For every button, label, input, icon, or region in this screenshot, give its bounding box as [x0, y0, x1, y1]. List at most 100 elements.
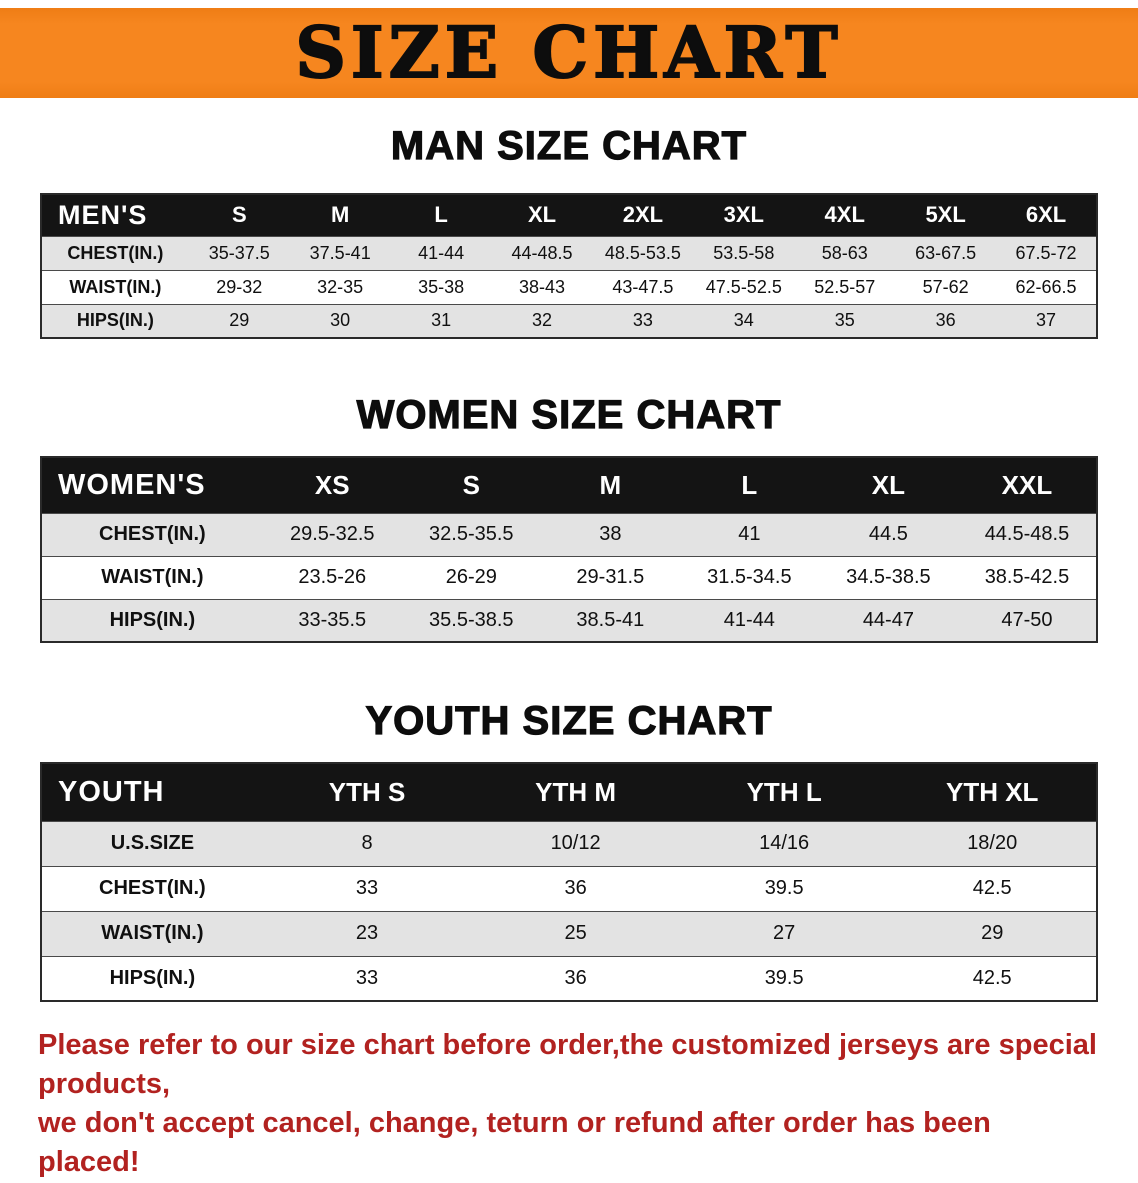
row-label: WAIST(IN.) [41, 910, 263, 956]
size-value-cell: 35-37.5 [188, 235, 290, 270]
table-row: WAIST(IN.) 23.5-26 26-29 29-31.5 31.5-34.5 34… [41, 555, 1097, 599]
size-value-cell: 38.5-42.5 [957, 555, 1097, 599]
size-column-header: L [679, 457, 819, 513]
table-header-row: YOUTH YTH S YTH M YTH L YTH XL [41, 763, 1097, 821]
size-column-header: 4XL [794, 194, 896, 236]
size-value-cell: 37.5-41 [289, 235, 391, 270]
table-row: CHEST(IN.) 35-37.5 37.5-41 41-44 44-48.5 48.5… [41, 235, 1097, 270]
row-label: CHEST(IN.) [41, 865, 263, 911]
size-value-cell: 44.5 [818, 512, 958, 556]
size-value-cell: 33-35.5 [262, 598, 402, 642]
table-group-label: YOUTH [41, 763, 263, 821]
size-value-cell: 36 [471, 865, 680, 911]
size-value-cell: 53.5-58 [693, 235, 795, 270]
size-value-cell: 23.5-26 [262, 555, 402, 599]
size-value-cell: 62-66.5 [996, 269, 1097, 304]
size-column-header: S [188, 194, 290, 236]
size-value-cell: 30 [289, 303, 391, 338]
size-chart-section: MAN SIZE CHART MEN'S S M L XL 2XL 3XL 4XL 5XL 6XL C… [0, 123, 1138, 339]
size-value-cell: 37 [996, 303, 1097, 338]
row-label: CHEST(IN.) [41, 512, 263, 556]
size-column-header: YTH L [679, 763, 889, 821]
row-label: U.S.SIZE [41, 820, 263, 866]
table-row: HIPS(IN.) 33 36 39.5 42.5 [41, 955, 1097, 1001]
size-value-cell: 48.5-53.5 [592, 235, 694, 270]
table-row: WAIST(IN.) 23 25 27 29 [41, 910, 1097, 956]
size-value-cell: 29-31.5 [540, 555, 680, 599]
size-value-cell: 29.5-32.5 [262, 512, 402, 556]
size-value-cell: 39.5 [679, 865, 889, 911]
size-value-cell: 34.5-38.5 [818, 555, 958, 599]
size-chart-section: YOUTH SIZE CHART YOUTH YTH S YTH M YTH L YTH … [0, 698, 1138, 1002]
size-chart-banner: SIZE CHART [0, 8, 1138, 98]
size-table: WOMEN'S XS S M L XL XXL CHEST(IN.) 29.5-32.5 32.5… [40, 456, 1098, 643]
size-value-cell: 32 [491, 303, 593, 338]
size-value-cell: 39.5 [679, 955, 889, 1001]
table-row: HIPS(IN.) 29 30 31 32 33 34 35 36 37 [41, 303, 1097, 338]
table-header-row: WOMEN'S XS S M L XL XXL [41, 457, 1097, 513]
size-value-cell: 47.5-52.5 [693, 269, 795, 304]
size-value-cell: 31.5-34.5 [679, 555, 819, 599]
disclaimer-note: Please refer to our size chart before or… [0, 1026, 1138, 1183]
size-value-cell: 8 [262, 820, 472, 866]
size-value-cell: 41-44 [390, 235, 492, 270]
table-row: HIPS(IN.) 33-35.5 35.5-38.5 38.5-41 41-44 44-… [41, 598, 1097, 642]
row-label: HIPS(IN.) [41, 955, 263, 1001]
size-value-cell: 63-67.5 [895, 235, 997, 270]
size-value-cell: 33 [592, 303, 694, 338]
size-value-cell: 52.5-57 [794, 269, 896, 304]
size-column-header: YTH M [471, 763, 680, 821]
size-table: MEN'S S M L XL 2XL 3XL 4XL 5XL 6XL CHEST(IN.) 35-37… [40, 193, 1098, 339]
size-column-header: M [289, 194, 391, 236]
size-column-header: L [390, 194, 492, 236]
size-column-header: XL [818, 457, 958, 513]
page-title: SIZE CHART [294, 11, 843, 94]
size-column-header: YTH XL [888, 763, 1097, 821]
size-column-header: 3XL [693, 194, 795, 236]
size-value-cell: 36 [471, 955, 680, 1001]
size-value-cell: 47-50 [957, 598, 1097, 642]
size-table: YOUTH YTH S YTH M YTH L YTH XL U.S.SIZE 8 10/12… [40, 762, 1098, 1002]
size-column-header: S [401, 457, 541, 513]
size-value-cell: 44-48.5 [491, 235, 593, 270]
size-value-cell: 58-63 [794, 235, 896, 270]
table-row: WAIST(IN.) 29-32 32-35 35-38 38-43 43-47.5 47.… [41, 269, 1097, 304]
size-value-cell: 29 [888, 910, 1097, 956]
table-group-label: WOMEN'S [41, 457, 263, 513]
size-value-cell: 35.5-38.5 [401, 598, 541, 642]
row-label: WAIST(IN.) [41, 555, 263, 599]
size-value-cell: 57-62 [895, 269, 997, 304]
size-column-header: YTH S [262, 763, 472, 821]
size-value-cell: 36 [895, 303, 997, 338]
row-label: CHEST(IN.) [41, 235, 189, 270]
size-column-header: 5XL [895, 194, 997, 236]
size-value-cell: 42.5 [888, 865, 1097, 911]
size-value-cell: 41-44 [679, 598, 819, 642]
size-value-cell: 23 [262, 910, 472, 956]
size-value-cell: 29-32 [188, 269, 290, 304]
size-value-cell: 67.5-72 [996, 235, 1097, 270]
size-value-cell: 42.5 [888, 955, 1097, 1001]
size-value-cell: 35 [794, 303, 896, 338]
size-value-cell: 33 [262, 955, 472, 1001]
size-chart-section: WOMEN SIZE CHART WOMEN'S XS S M L XL XXL CHEST(I… [0, 392, 1138, 643]
table-group-label: MEN'S [41, 194, 189, 236]
section-heading: MAN SIZE CHART [390, 123, 748, 168]
size-value-cell: 31 [390, 303, 492, 338]
disclaimer-line-2: we don't accept cancel, change, teturn o… [38, 1107, 991, 1179]
disclaimer-line-1: Please refer to our size chart before or… [38, 1029, 1097, 1101]
size-value-cell: 38-43 [491, 269, 593, 304]
size-value-cell: 43-47.5 [592, 269, 694, 304]
size-value-cell: 14/16 [679, 820, 889, 866]
size-value-cell: 25 [471, 910, 680, 956]
size-chart-sections: MAN SIZE CHART MEN'S S M L XL 2XL 3XL 4XL 5XL 6XL C… [0, 123, 1138, 1002]
table-row: CHEST(IN.) 33 36 39.5 42.5 [41, 865, 1097, 911]
size-column-header: XL [491, 194, 593, 236]
size-value-cell: 27 [679, 910, 889, 956]
table-header-row: MEN'S S M L XL 2XL 3XL 4XL 5XL 6XL [41, 194, 1097, 236]
size-column-header: XXL [957, 457, 1097, 513]
table-row: U.S.SIZE 8 10/12 14/16 18/20 [41, 820, 1097, 866]
size-value-cell: 32.5-35.5 [401, 512, 541, 556]
size-value-cell: 18/20 [888, 820, 1097, 866]
size-value-cell: 34 [693, 303, 795, 338]
